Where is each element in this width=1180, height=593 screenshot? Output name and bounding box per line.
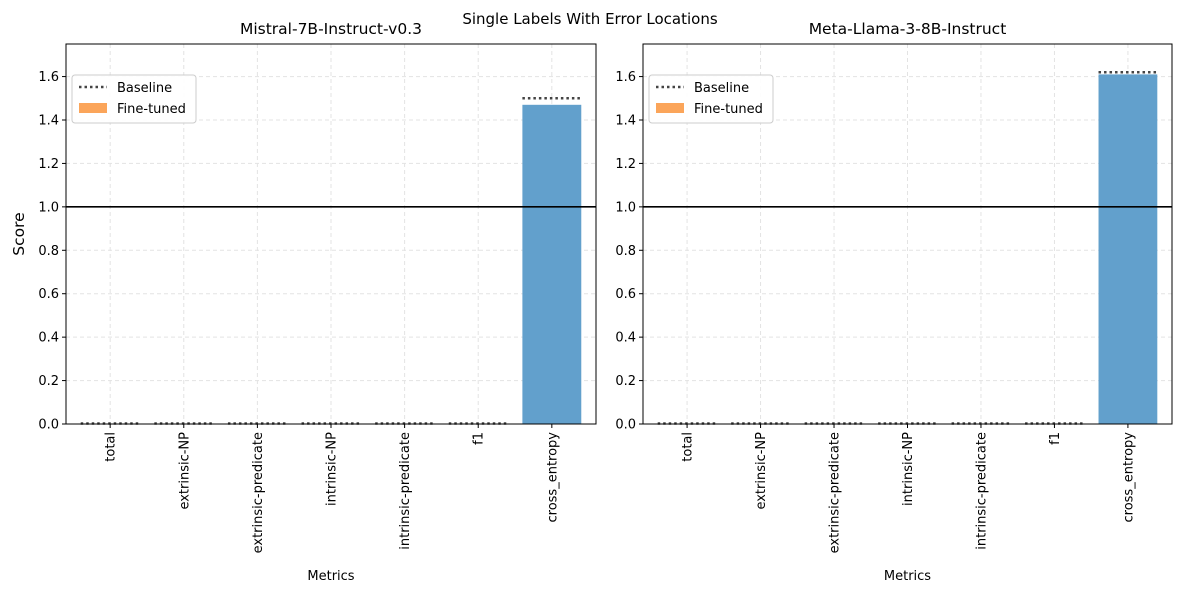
y-tick-label: 0.2	[38, 374, 59, 389]
y-tick-label: 0.0	[615, 418, 636, 433]
y-tick-label: 0.6	[38, 287, 59, 302]
x-tick-label: f1	[1048, 432, 1063, 445]
y-tick-label: 1.0	[38, 200, 59, 215]
legend-finetuned-swatch	[656, 103, 684, 113]
x-tick-label: extrinsic-predicate	[828, 432, 843, 553]
x-tick-label: intrinsic-NP	[325, 432, 340, 506]
x-tick-label: extrinsic-NP	[754, 432, 769, 510]
y-tick-label: 1.0	[615, 200, 636, 215]
subplot-title: Meta-Llama-3-8B-Instruct	[809, 20, 1007, 38]
x-tick-label: intrinsic-NP	[901, 432, 916, 506]
legend: Baseline Fine-tuned	[71, 74, 197, 124]
y-tick-label: 0.4	[38, 331, 59, 346]
y-tick-label: 0.6	[615, 287, 636, 302]
bar-finetuned	[1098, 74, 1158, 425]
legend: Baseline Fine-tuned	[648, 74, 774, 124]
y-tick-label: 1.2	[38, 157, 59, 172]
x-tick-label: cross_entropy	[545, 432, 560, 523]
y-tick-label: 0.8	[615, 244, 636, 259]
x-tick-label: intrinsic-predicate	[398, 432, 413, 550]
x-tick-label: f1	[472, 432, 487, 445]
x-tick-label: extrinsic-NP	[177, 432, 192, 510]
y-tick-label: 0.2	[615, 374, 636, 389]
y-tick-label: 0.0	[38, 418, 59, 433]
y-tick-label: 1.6	[615, 70, 636, 85]
legend-finetuned-label: Fine-tuned	[117, 102, 186, 117]
legend-baseline-label: Baseline	[694, 81, 749, 96]
y-tick-label: 1.4	[615, 114, 636, 129]
x-axis-label: Metrics	[884, 569, 931, 584]
x-tick-label: total	[104, 432, 119, 462]
x-tick-label: total	[681, 432, 696, 462]
subplot-1: 0.0 0.2 0.4 0.6 0.8 1.0 1.2 1.4 1.6 total extrinsi…	[10, 20, 597, 584]
figure-suptitle: Single Labels With Error Locations	[462, 10, 718, 28]
x-tick-label: intrinsic-predicate	[974, 432, 989, 550]
plots-container: 0.0 0.2 0.4 0.6 0.8 1.0 1.2 1.4 1.6 total extrinsi…	[10, 20, 1173, 584]
y-tick-label: 0.8	[38, 244, 59, 259]
x-axis-label: Metrics	[307, 569, 354, 584]
y-tick-label: 1.2	[615, 157, 636, 172]
y-tick-label: 0.4	[615, 331, 636, 346]
legend-finetuned-swatch	[79, 103, 107, 113]
y-tick-label: 1.6	[38, 70, 59, 85]
subplot-title: Mistral-7B-Instruct-v0.3	[240, 20, 422, 38]
subplot-2: 0.0 0.2 0.4 0.6 0.8 1.0 1.2 1.4 1.6 total extrinsi…	[615, 20, 1173, 584]
y-axis-label: Score	[10, 212, 28, 255]
x-tick-label: extrinsic-predicate	[251, 432, 266, 553]
legend-finetuned-label: Fine-tuned	[694, 102, 763, 117]
x-tick-label: cross_entropy	[1121, 432, 1136, 523]
y-tick-label: 1.4	[38, 114, 59, 129]
bar-finetuned	[522, 104, 582, 425]
legend-baseline-label: Baseline	[117, 81, 172, 96]
